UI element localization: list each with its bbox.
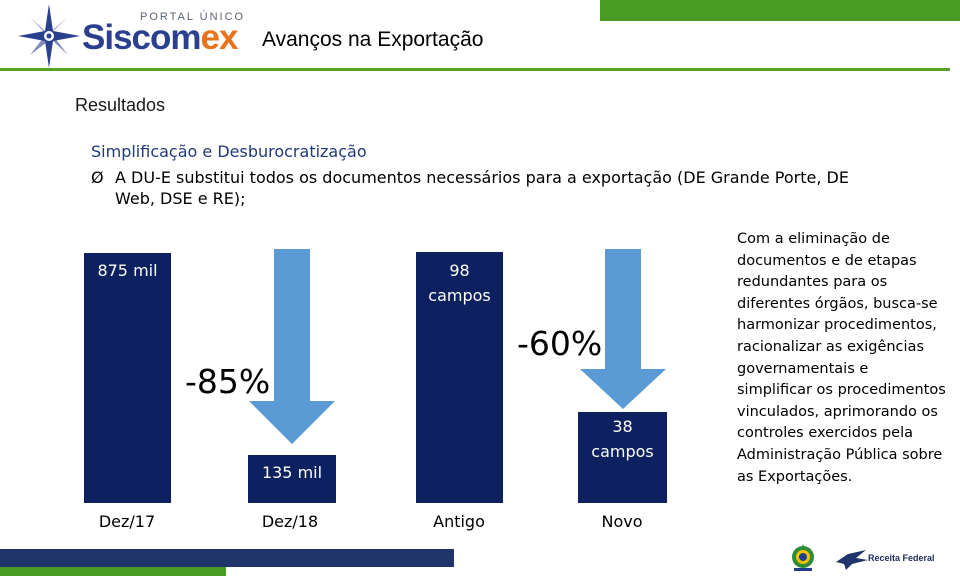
receita-federal-logo-text: Receita Federal (868, 553, 935, 563)
logo-word-accent: ex (200, 18, 239, 57)
down-arrow-icon (580, 249, 666, 409)
arrow-bullet-icon: Ø (91, 168, 104, 187)
change-pct-left: -85% (185, 362, 271, 401)
coat-of-arms-icon (792, 544, 814, 571)
explanation-text: Com a eliminação de documentos e de etap… (737, 231, 946, 485)
bar-novo-value-line1: 38 (612, 417, 633, 436)
top-green-bar (600, 0, 960, 21)
section-title: Resultados (75, 95, 166, 115)
page-title: Avanços na Exportação (262, 28, 484, 51)
category-dez18: Dez/18 (261, 512, 319, 531)
bullet-text: A DU-E substitui todos os documentos nec… (115, 168, 849, 208)
bar-dez18: 135 mil (248, 455, 336, 503)
bar-dez18-value: 135 mil (261, 463, 323, 482)
bottom-green-bar (0, 567, 226, 576)
subheading: Simplificação e Desburocratização (91, 142, 367, 161)
category-dez17: Dez/17 (98, 512, 156, 531)
bar-novo: 38 campos (578, 412, 667, 503)
bar-dez17-value: 875 mil (97, 261, 158, 280)
header-divider (0, 68, 950, 71)
bullet-item: Ø A DU-E substitui todos os documentos n… (91, 167, 881, 209)
logo-wordmark: Siscomex (82, 18, 239, 58)
siscomex-logo[interactable]: PORTAL ÚNICO Siscomex (18, 4, 248, 68)
bar-novo-value-line2: campos (591, 442, 654, 461)
bar-antigo-value-line2: campos (428, 286, 491, 305)
logo-word-main: Siscom (82, 18, 201, 57)
category-antigo: Antigo (433, 512, 485, 531)
down-arrow-icon (249, 249, 335, 444)
bar-dez17: 875 mil (84, 253, 171, 503)
receita-federal-bird-icon (836, 550, 868, 570)
bar-antigo-value-line1: 98 (449, 261, 470, 280)
bar-antigo: 98 campos (416, 252, 503, 503)
logo-tagline: PORTAL ÚNICO (140, 11, 246, 23)
compass-star-icon (18, 4, 80, 68)
bottom-accent-bar (0, 549, 454, 567)
category-novo: Novo (601, 512, 643, 531)
change-pct-right: -60% (517, 324, 603, 363)
